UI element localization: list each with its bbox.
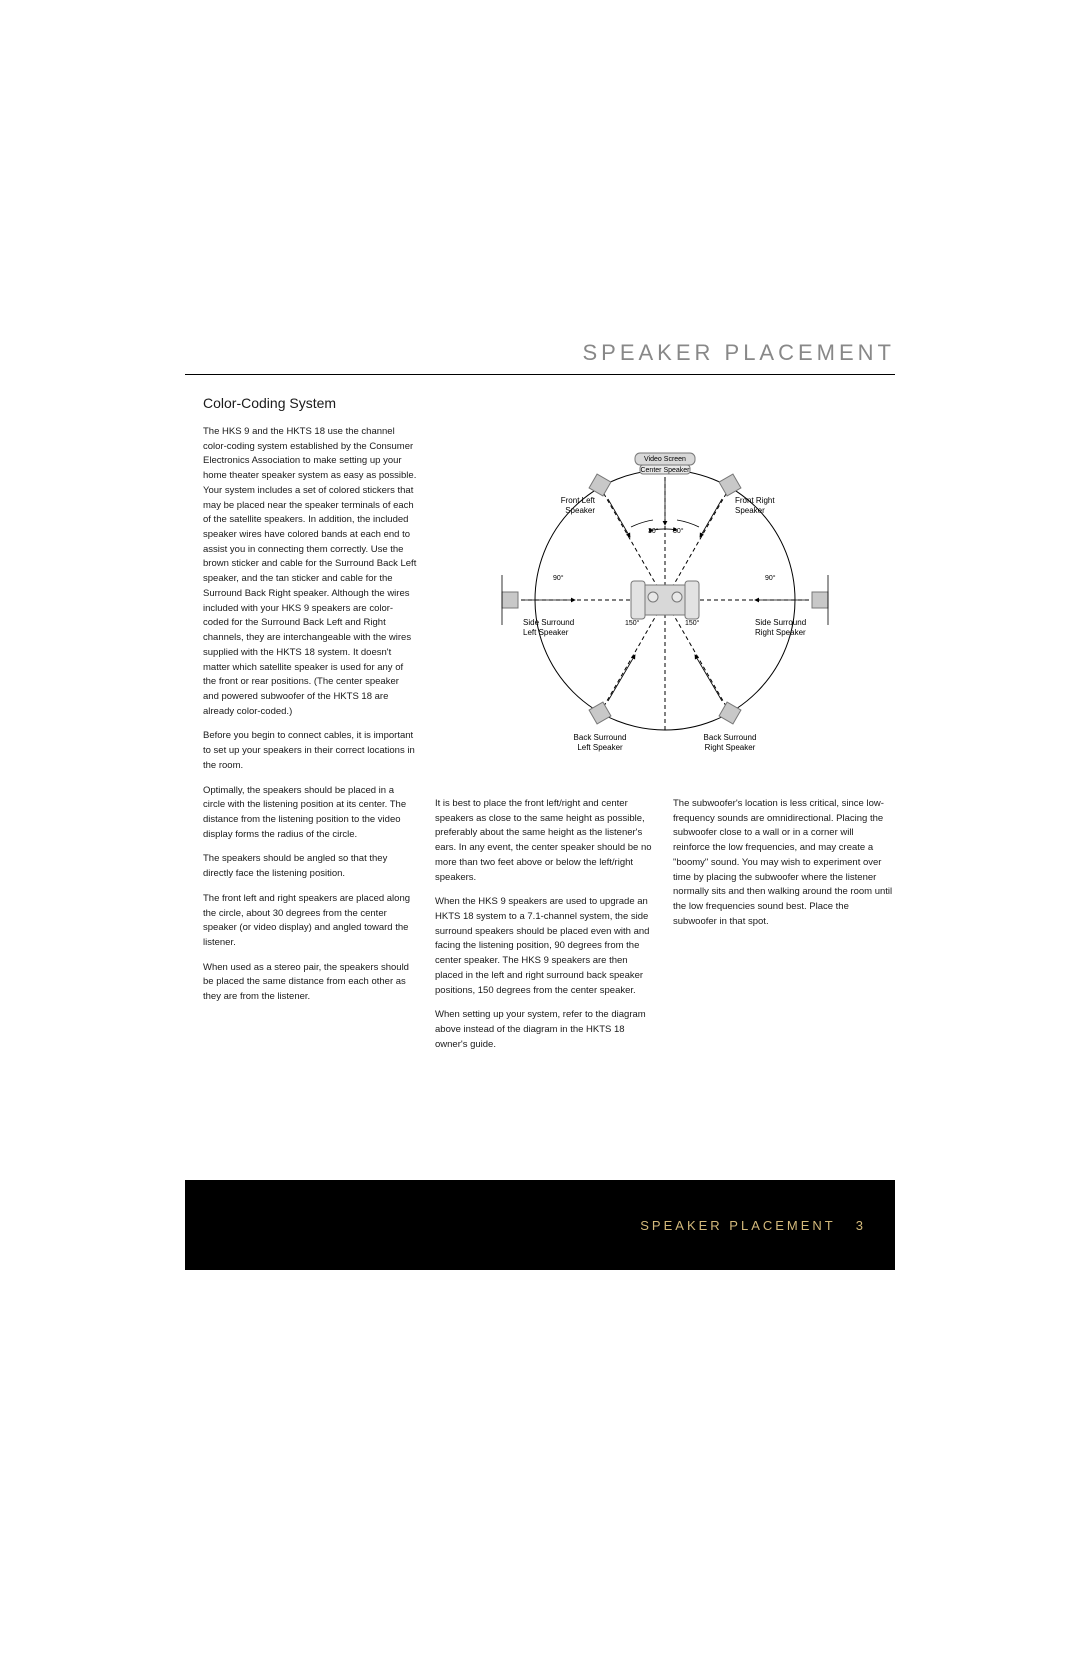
diagram-label: Video Screen <box>644 456 686 463</box>
paragraph: When the HKS 9 speakers are used to upgr… <box>435 895 655 998</box>
title-rule <box>185 374 895 375</box>
paragraph: Optimally, the speakers should be placed… <box>203 784 417 843</box>
column-1: The HKS 9 and the HKTS 18 use the channe… <box>203 425 417 1063</box>
paragraph: The HKS 9 and the HKTS 18 use the channe… <box>203 425 417 719</box>
diagram-label: Side SurroundLeft Speaker <box>523 618 574 637</box>
paragraph: When used as a stereo pair, the speakers… <box>203 961 417 1005</box>
angle-label: 150° <box>625 619 640 627</box>
footer-page-number: 3 <box>856 1218 863 1233</box>
column-3: The subwoofer's location is less critica… <box>673 797 893 1063</box>
section-subtitle: Color-Coding System <box>203 395 895 411</box>
column-2: It is best to place the front left/right… <box>435 797 655 1063</box>
angle-label: 90° <box>553 574 564 582</box>
document-page: SPEAKER PLACEMENT Color-Coding System Th… <box>185 340 895 1063</box>
page-footer: SPEAKER PLACEMENT 3 <box>185 1180 895 1270</box>
angle-label: 30° <box>648 527 659 535</box>
listener-icon <box>631 581 699 619</box>
paragraph: The speakers should be angled so that th… <box>203 852 417 881</box>
lower-columns: It is best to place the front left/right… <box>435 797 895 1063</box>
footer-label: SPEAKER PLACEMENT <box>640 1218 836 1233</box>
paragraph: The subwoofer's location is less critica… <box>673 797 893 929</box>
speaker-diagram: 30° 30° 90° 90° 150° 150° Video Screen C… <box>435 425 895 785</box>
speaker-diagram-svg: 30° 30° 90° 90° 150° 150° Video Screen C… <box>435 425 895 785</box>
paragraph: The front left and right speakers are pl… <box>203 892 417 951</box>
diagram-label: Front RightSpeaker <box>735 496 775 515</box>
paragraph: It is best to place the front left/right… <box>435 797 655 885</box>
diagram-label: Side SurroundRight Speaker <box>755 618 806 637</box>
page-title: SPEAKER PLACEMENT <box>185 340 895 366</box>
side-right-speaker-icon <box>812 592 828 608</box>
back-left-speaker-icon <box>589 702 611 724</box>
diagram-label: Back SurroundLeft Speaker <box>574 733 627 752</box>
diagram-label: Front LeftSpeaker <box>561 496 596 515</box>
right-column-stack: 30° 30° 90° 90° 150° 150° Video Screen C… <box>435 425 895 1063</box>
diagram-label: Back SurroundRight Speaker <box>704 733 757 752</box>
side-left-speaker-icon <box>502 592 518 608</box>
angle-label: 90° <box>765 574 776 582</box>
paragraph: When setting up your system, refer to th… <box>435 1008 655 1052</box>
angle-label: 30° <box>673 527 684 535</box>
diagram-label: Center Speaker <box>640 467 690 474</box>
back-right-speaker-icon <box>719 702 741 724</box>
angle-label: 150° <box>685 619 700 627</box>
content-columns: The HKS 9 and the HKTS 18 use the channe… <box>203 425 895 1063</box>
paragraph: Before you begin to connect cables, it i… <box>203 729 417 773</box>
